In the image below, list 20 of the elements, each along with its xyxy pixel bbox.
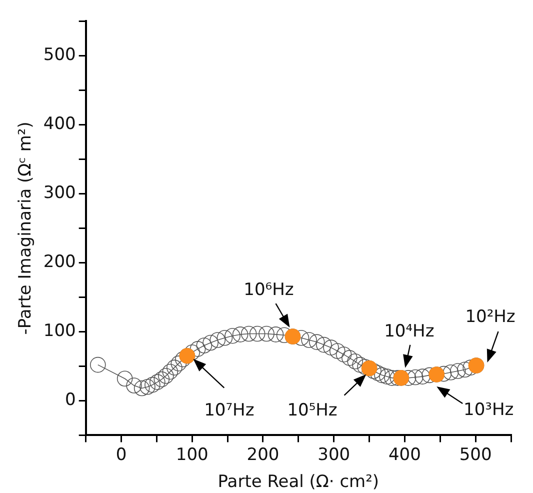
y-tick-label: 500 (43, 45, 76, 66)
annotation: 10⁷Hz (204, 400, 254, 420)
x-tick-label: 200 (246, 444, 280, 465)
y-axis-title: -Parte Imaginaria (Ωᶜ m²) (16, 122, 36, 335)
y-tick-label: 200 (43, 252, 76, 272)
y-tick-label: 400 (43, 114, 76, 134)
y-tick-label: 0 (65, 390, 76, 410)
annotation: 10⁵Hz (287, 400, 338, 421)
y-tick-label: 100 (43, 321, 76, 342)
annotation: 10³Hz (464, 400, 514, 420)
x-tick-label: 300 (318, 444, 350, 465)
x-tick-label: 0 (116, 444, 127, 465)
annotation: 10⁶Hz (244, 280, 294, 300)
x-tick-label: 400 (388, 444, 421, 465)
x-tick-label: 500 (459, 444, 492, 465)
annotation: 10⁴Hz (384, 321, 434, 342)
x-tick-label: 100 (176, 444, 208, 465)
annotation: 10²Hz (465, 306, 516, 327)
x-axis-title: Parte Real (Ω· cm²) (218, 472, 380, 492)
y-tick-label: 300 (43, 183, 76, 204)
